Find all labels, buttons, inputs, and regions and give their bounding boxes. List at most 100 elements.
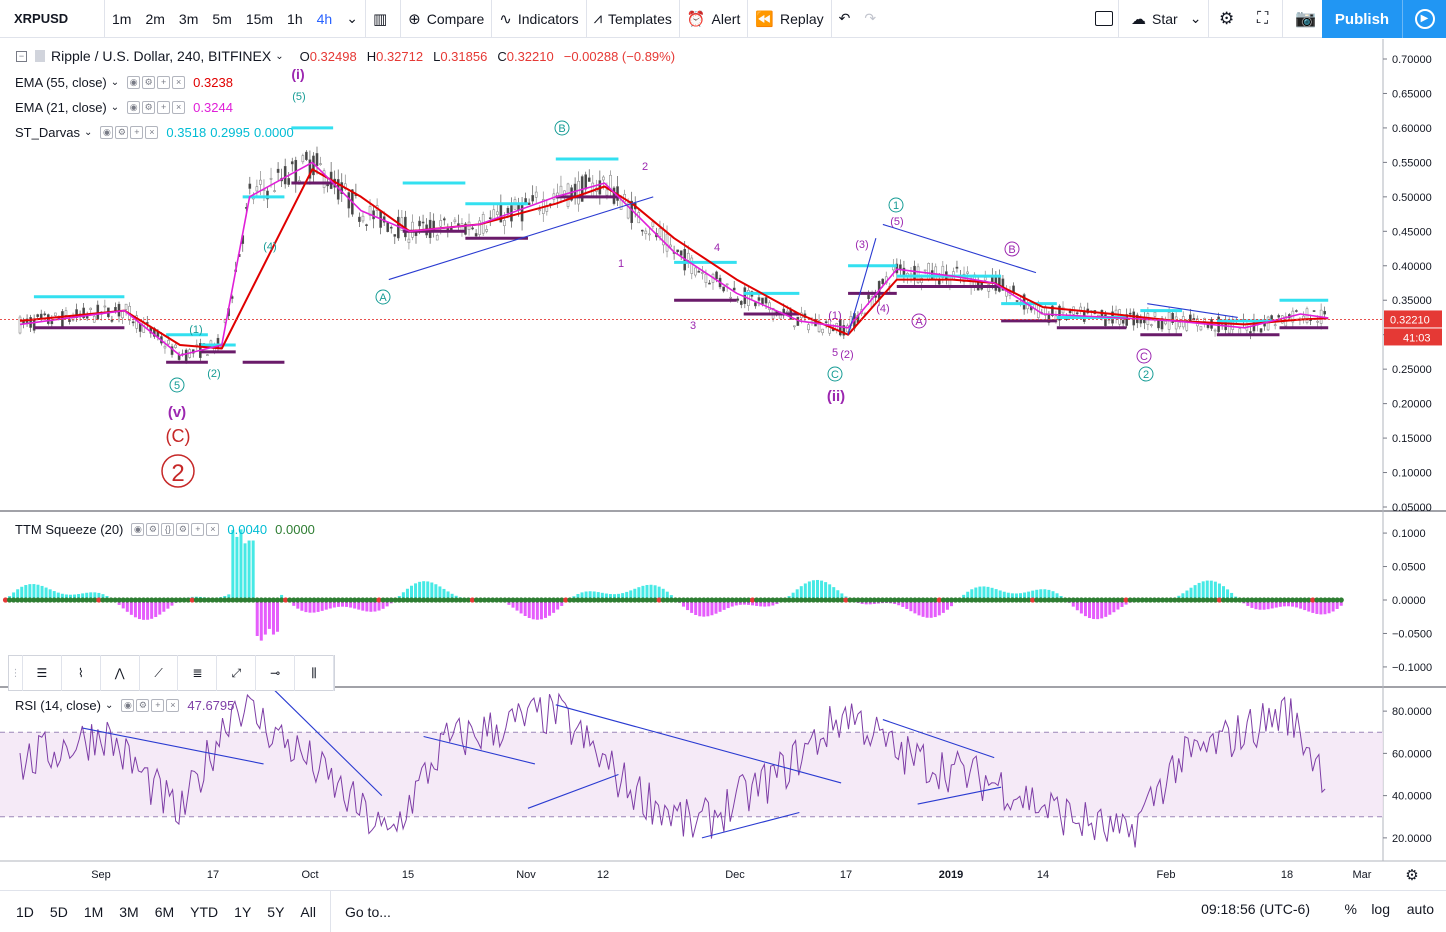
goto-button[interactable]: Go to...: [344, 903, 391, 920]
close-icon[interactable]: ×: [145, 126, 159, 139]
plus-icon[interactable]: +: [157, 76, 171, 89]
close-icon[interactable]: ×: [166, 699, 180, 712]
percent-toggle[interactable]: %: [1344, 901, 1357, 917]
horizontal-line-tool[interactable]: ⊸: [256, 655, 296, 691]
star-label: Star: [1152, 10, 1178, 27]
clock[interactable]: 09:18:56 (UTC-6): [1201, 901, 1310, 917]
chevron-down-icon[interactable]: ⌄: [275, 50, 284, 62]
redo-button[interactable]: ↷: [857, 0, 883, 38]
collapse-icon[interactable]: −: [16, 50, 27, 62]
interval-dropdown[interactable]: ⌄: [339, 0, 365, 38]
publish-button[interactable]: Publish: [1322, 0, 1402, 38]
gear-icon[interactable]: ⚙: [146, 523, 160, 536]
chart-type-button[interactable]: ▥: [366, 0, 400, 38]
replay-button[interactable]: ⏪ Replay: [748, 0, 830, 38]
log-toggle[interactable]: log: [1371, 901, 1390, 917]
fib-tool[interactable]: ☰: [23, 655, 62, 691]
ema21-legend[interactable]: EMA (21, close) ⌄ ◉ ⚙ + × 0.3244: [15, 100, 233, 115]
plus-icon[interactable]: +: [130, 126, 144, 139]
range-1m[interactable]: 1M: [83, 903, 104, 920]
elliott-correction-tool[interactable]: ⋀: [101, 655, 140, 691]
trendline-tool[interactable]: ⟋: [140, 655, 179, 691]
darvas-buttons[interactable]: ◉ ⚙ + ×: [100, 126, 159, 139]
close-icon[interactable]: ×: [172, 76, 186, 89]
range-5d[interactable]: 5D: [49, 903, 68, 920]
interval-2m[interactable]: 2m: [145, 10, 165, 27]
ttm-bar: [641, 585, 645, 600]
snapshot-button[interactable]: 📷: [1288, 0, 1323, 38]
alert-button[interactable]: ⏰ Alert: [680, 0, 747, 38]
ema55-buttons[interactable]: ◉ ⚙ + ×: [127, 76, 186, 89]
ttm-bar: [633, 588, 637, 600]
undo-button[interactable]: ↶: [832, 0, 858, 38]
interval-15m[interactable]: 15m: [245, 10, 274, 27]
chart-canvas[interactable]: 0.70000 0.65000 0.60000 0.55000 0.50000 0.450…: [0, 39, 1446, 889]
ttm-dot: [246, 597, 252, 603]
main-title[interactable]: Ripple / U.S. Dollar, 240, BITFINEX: [51, 48, 272, 64]
eye-icon[interactable]: ◉: [131, 523, 145, 536]
ray-tool[interactable]: ⤢: [217, 655, 257, 691]
indicators-button[interactable]: ∿ Indicators: [492, 0, 585, 38]
gear-icon[interactable]: ⚙: [142, 76, 156, 89]
range-5y[interactable]: 5Y: [267, 903, 285, 920]
range-all[interactable]: All: [300, 903, 316, 920]
rsi-legend[interactable]: RSI (14, close) ⌄ ◉ ⚙ + × 47.6795: [15, 698, 234, 713]
darvas-legend[interactable]: ST_Darvas ⌄ ◉ ⚙ + × 0.3518 0.2995 0.0000: [15, 125, 298, 140]
ttm-dot: [1062, 597, 1068, 603]
close-icon[interactable]: ×: [206, 523, 220, 536]
range-6m[interactable]: 6M: [154, 903, 175, 920]
ttm-bar: [1051, 591, 1055, 600]
eye-icon[interactable]: ◉: [127, 101, 141, 114]
eye-icon[interactable]: ◉: [100, 126, 114, 139]
rsi-buttons[interactable]: ◉ ⚙ + ×: [121, 699, 180, 712]
candle-body: [665, 233, 669, 252]
drag-handle[interactable]: ⋮: [9, 655, 23, 691]
range-1d[interactable]: 1D: [16, 903, 34, 920]
range-3m[interactable]: 3M: [119, 903, 139, 920]
interval-5m[interactable]: 5m: [212, 10, 232, 27]
gear-icon[interactable]: ⚙: [142, 101, 156, 114]
settings-button[interactable]: ⚙: [1212, 0, 1241, 38]
ttm-bar: [543, 600, 547, 618]
eye-icon[interactable]: ◉: [121, 699, 135, 712]
ema55-legend[interactable]: EMA (55, close) ⌄ ◉ ⚙ + × 0.3238: [15, 75, 233, 90]
publish-menu-button[interactable]: ▶: [1402, 0, 1446, 38]
range-ytd[interactable]: YTD: [190, 903, 219, 920]
ttm-dot: [352, 597, 358, 603]
ttm-legend[interactable]: TTM Squeeze (20) ◉ ⚙{} ⚙ + × 0.0040 0.0000: [15, 522, 319, 537]
interval-3m[interactable]: 3m: [178, 10, 199, 27]
ttm-buttons[interactable]: ◉ ⚙{} ⚙ + ×: [131, 523, 220, 536]
gear-icon[interactable]: ⚙: [115, 126, 129, 139]
ttm-dot: [348, 597, 354, 603]
ttm-bar: [373, 600, 377, 612]
star-button[interactable]: ☁ Star ⌄: [1124, 0, 1208, 38]
elliott-impulse-tool[interactable]: ⌇: [62, 655, 101, 691]
fullscreen-button[interactable]: ⛶: [1250, 0, 1275, 38]
symbol-search[interactable]: XRPUSD: [14, 11, 69, 26]
plus-icon[interactable]: +: [191, 523, 205, 536]
ttm-dot: [1139, 597, 1145, 603]
range-1y[interactable]: 1Y: [234, 903, 252, 920]
interval-4h[interactable]: 4h: [316, 10, 333, 27]
ema21-buttons[interactable]: ◉ ⚙ + ×: [127, 101, 186, 114]
braces-icon[interactable]: {}: [161, 523, 175, 536]
gear-icon[interactable]: ⚙: [176, 523, 190, 536]
eye-icon[interactable]: ◉: [127, 76, 141, 89]
bars-pattern-tool[interactable]: ⫼: [295, 655, 334, 691]
fullscreen-layout-button[interactable]: [1088, 0, 1120, 38]
candle-body: [793, 325, 796, 328]
fib-retracement-tool[interactable]: ≣: [178, 655, 218, 691]
close-icon[interactable]: ×: [172, 101, 186, 114]
candle-body: [602, 176, 605, 181]
ttm-dot: [648, 597, 654, 603]
ttm-dot: [177, 597, 183, 603]
interval-1m[interactable]: 1m: [112, 10, 132, 27]
candle-body: [704, 273, 708, 283]
templates-button[interactable]: ⩘ Templates: [587, 0, 679, 38]
gear-icon[interactable]: ⚙: [136, 699, 150, 712]
plus-icon[interactable]: +: [151, 699, 165, 712]
plus-icon[interactable]: +: [157, 101, 171, 114]
compare-button[interactable]: ⊕ Compare: [401, 0, 491, 38]
interval-1h[interactable]: 1h: [287, 10, 303, 27]
auto-toggle[interactable]: auto: [1406, 901, 1434, 917]
